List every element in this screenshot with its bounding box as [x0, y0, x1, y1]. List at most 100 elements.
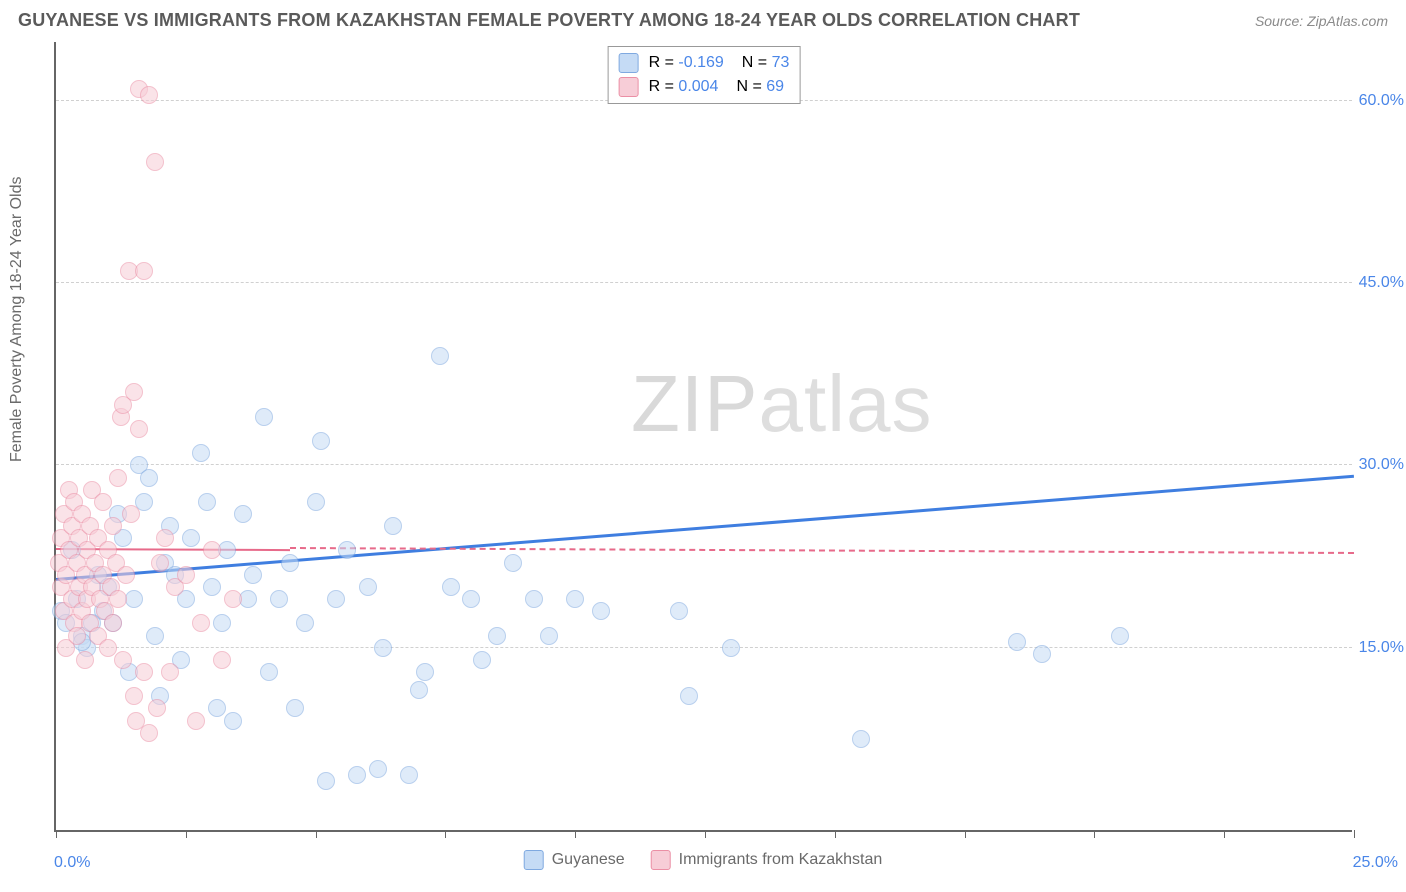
data-point	[122, 505, 140, 523]
data-point	[374, 639, 392, 657]
data-point	[76, 651, 94, 669]
data-point	[192, 444, 210, 462]
x-tick	[1354, 830, 1355, 838]
y-tick-label: 45.0%	[1359, 274, 1404, 292]
x-tick	[705, 830, 706, 838]
data-point	[135, 663, 153, 681]
data-point	[473, 651, 491, 669]
data-point	[260, 663, 278, 681]
data-point	[255, 408, 273, 426]
legend-label: Immigrants from Kazakhstan	[679, 851, 883, 869]
data-point	[442, 578, 460, 596]
data-point	[410, 681, 428, 699]
data-point	[327, 590, 345, 608]
data-point	[125, 383, 143, 401]
y-axis-label: Female Poverty Among 18-24 Year Olds	[8, 177, 26, 463]
data-point	[130, 420, 148, 438]
x-tick	[186, 830, 187, 838]
data-point	[384, 517, 402, 535]
legend-row: R = -0.169 N = 73	[619, 51, 790, 75]
data-point	[239, 590, 257, 608]
data-point	[114, 651, 132, 669]
data-point	[525, 590, 543, 608]
data-point	[203, 541, 221, 559]
data-point	[312, 432, 330, 450]
data-point	[270, 590, 288, 608]
data-point	[592, 602, 610, 620]
data-point	[224, 590, 242, 608]
data-point	[852, 730, 870, 748]
data-point	[234, 505, 252, 523]
data-point	[431, 347, 449, 365]
legend-swatch	[619, 53, 639, 73]
data-point	[348, 766, 366, 784]
data-point	[109, 469, 127, 487]
chart-title: GUYANESE VS IMMIGRANTS FROM KAZAKHSTAN F…	[18, 10, 1080, 31]
data-point	[218, 541, 236, 559]
data-point	[224, 712, 242, 730]
data-point	[504, 554, 522, 572]
data-point	[198, 493, 216, 511]
legend-r-label: R = -0.169	[649, 54, 724, 72]
data-point	[117, 566, 135, 584]
x-tick	[965, 830, 966, 838]
data-point	[281, 554, 299, 572]
data-point	[177, 566, 195, 584]
data-point	[213, 651, 231, 669]
data-point	[307, 493, 325, 511]
x-tick	[1094, 830, 1095, 838]
x-tick	[316, 830, 317, 838]
data-point	[192, 614, 210, 632]
data-point	[359, 578, 377, 596]
data-point	[140, 724, 158, 742]
data-point	[140, 469, 158, 487]
data-point	[148, 699, 166, 717]
data-point	[140, 86, 158, 104]
data-point	[317, 772, 335, 790]
legend-n-label: N = 73	[742, 54, 790, 72]
data-point	[566, 590, 584, 608]
legend-top: R = -0.169 N = 73 R = 0.004N = 69	[608, 46, 801, 104]
plot-region: ZIPatlas 15.0%30.0%45.0%60.0%R = -0.169N…	[54, 42, 1352, 832]
data-point	[104, 614, 122, 632]
data-point	[125, 590, 143, 608]
data-point	[488, 627, 506, 645]
data-point	[125, 687, 143, 705]
data-point	[151, 554, 169, 572]
trend-line	[56, 475, 1354, 581]
y-tick-label: 15.0%	[1359, 639, 1404, 657]
data-point	[203, 578, 221, 596]
data-point	[670, 602, 688, 620]
gridline	[56, 464, 1352, 465]
data-point	[540, 627, 558, 645]
data-point	[416, 663, 434, 681]
chart-source: Source: ZipAtlas.com	[1255, 13, 1388, 29]
legend-swatch	[619, 77, 639, 97]
chart-area: Female Poverty Among 18-24 Year Olds ZIP…	[0, 42, 1406, 892]
data-point	[1033, 645, 1051, 663]
data-point	[1008, 633, 1026, 651]
legend-swatch	[651, 850, 671, 870]
data-point	[296, 614, 314, 632]
legend-row: R = 0.004N = 69	[619, 75, 790, 99]
data-point	[182, 529, 200, 547]
data-point	[286, 699, 304, 717]
data-point	[161, 663, 179, 681]
x-axis-min-label: 0.0%	[54, 854, 90, 872]
data-point	[213, 614, 231, 632]
data-point	[680, 687, 698, 705]
data-point	[722, 639, 740, 657]
data-point	[244, 566, 262, 584]
data-point	[94, 493, 112, 511]
y-tick-label: 60.0%	[1359, 92, 1404, 110]
legend-item: Guyanese	[524, 850, 625, 870]
data-point	[146, 153, 164, 171]
legend-bottom: Guyanese Immigrants from Kazakhstan	[524, 850, 883, 870]
x-tick	[575, 830, 576, 838]
data-point	[104, 517, 122, 535]
legend-r-label: R = 0.004	[649, 78, 719, 96]
data-point	[156, 529, 174, 547]
x-axis-max-label: 25.0%	[1353, 854, 1398, 872]
gridline	[56, 647, 1352, 648]
x-tick	[1224, 830, 1225, 838]
